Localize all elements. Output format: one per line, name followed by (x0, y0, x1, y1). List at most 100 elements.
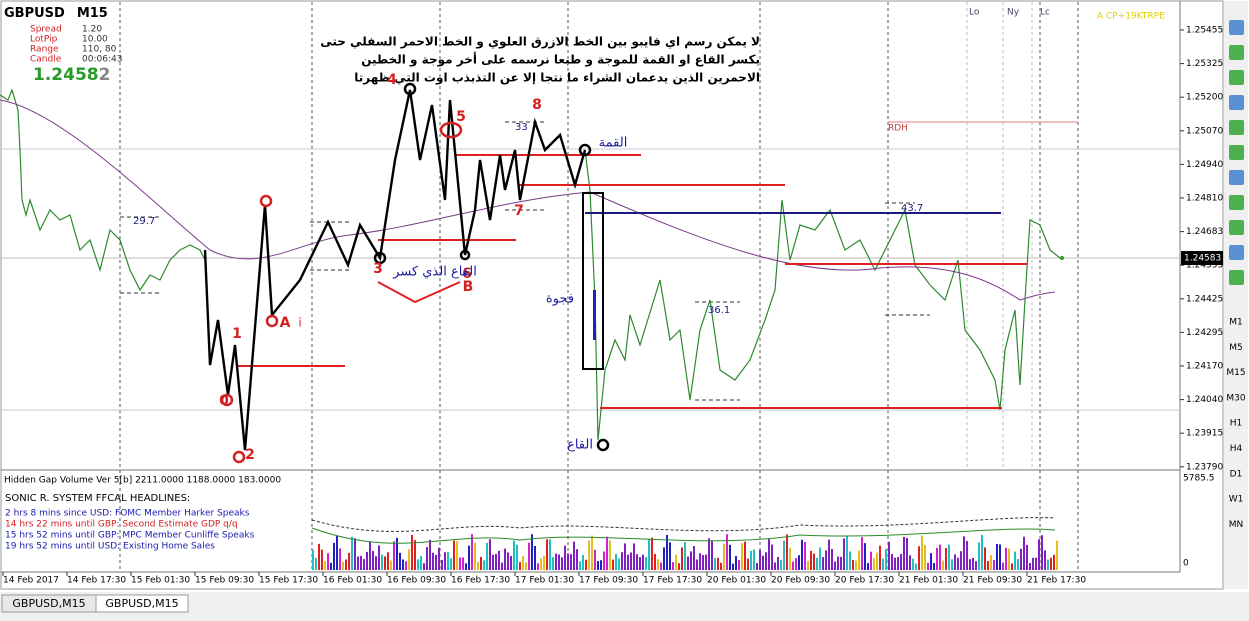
volume-bar (657, 559, 659, 570)
toolbar-icon[interactable] (1229, 45, 1244, 60)
annotation-line: لا يمكن رسم اي فايبو بين الخط الازرق الع… (320, 35, 760, 50)
timeframe-button[interactable]: M1 (1229, 318, 1243, 328)
volume-bar (762, 555, 764, 570)
volume-bar (813, 553, 815, 570)
timeframe-button[interactable]: M15 (1226, 368, 1245, 378)
toolbar-icon[interactable] (1229, 220, 1244, 235)
volume-bar (909, 555, 911, 570)
time-tick-label: 20 Feb 09:30 (771, 576, 830, 586)
volume-bar (837, 556, 839, 570)
level-label: 33 (515, 122, 528, 133)
volume-bar (795, 558, 797, 570)
toolbar-buttons: M1 M5 M15 M30 H1 H4 D1 W1 MN (1226, 20, 1246, 530)
price-tick-label: 1.24040 (1186, 395, 1223, 405)
volume-bar (597, 561, 599, 570)
time-tick-label: 21 Feb 09:30 (963, 576, 1022, 586)
rdh-label: RDH (888, 124, 908, 134)
toolbar-icon[interactable] (1229, 95, 1244, 110)
time-tick-label: 17 Feb 09:30 (579, 576, 638, 586)
level-markers (120, 121, 930, 401)
toolbar-icon[interactable] (1229, 20, 1244, 35)
time-tick-label: 17 Feb 01:30 (515, 576, 574, 586)
tab-label[interactable]: GBPUSD,M15 (12, 597, 85, 610)
time-tick-label: 17 Feb 17:30 (643, 576, 702, 586)
timeframe-button[interactable]: M30 (1226, 393, 1245, 403)
session-lines (119, 2, 1079, 570)
volume-bar (525, 562, 527, 570)
volume-bar (396, 537, 398, 570)
volume-bar (897, 556, 899, 570)
toolbar-icon[interactable] (1229, 145, 1244, 160)
timeframe-button[interactable]: W1 (1229, 495, 1244, 505)
volume-bar (450, 558, 452, 570)
tab-label[interactable]: GBPUSD,M15 (105, 597, 178, 610)
volume-bar (510, 556, 512, 570)
broken-bottom-label: القاع الذي كسر (392, 265, 477, 280)
volume-bar (357, 556, 359, 570)
headlines: SONIC R. SYSTEM FFCAL HEADLINES: 2 hrs 8 … (5, 493, 255, 552)
timeframe-button[interactable]: M5 (1229, 343, 1243, 353)
price-tick-label: 1.24810 (1186, 194, 1223, 204)
toolbar-icon[interactable] (1229, 270, 1244, 285)
volume-bar (459, 557, 461, 570)
volume-bar (990, 555, 992, 570)
volume-bar (480, 556, 482, 570)
volume-bar (843, 538, 845, 570)
volume-bar (864, 543, 866, 570)
time-tick-label: 15 Feb 17:30 (259, 576, 318, 586)
timeframe-button[interactable]: MN (1229, 520, 1244, 530)
wave-number: 2 (245, 447, 255, 463)
volume-bar (660, 562, 662, 570)
volume-bar (432, 552, 434, 570)
volume-bar (465, 563, 467, 570)
timeframe-button[interactable]: D1 (1230, 469, 1243, 479)
volume-bar (1041, 535, 1043, 570)
volume-bar (504, 548, 506, 570)
volume-bar (792, 561, 794, 570)
tab[interactable] (95, 594, 189, 613)
timeframe: M15 (77, 6, 108, 21)
volume-bar (717, 557, 719, 570)
volume-bar (648, 538, 650, 570)
wave-number: 5 (456, 109, 466, 125)
info-label: LotPip (30, 35, 58, 45)
volume-bar (678, 563, 680, 570)
volume-bar (768, 538, 770, 570)
volume-bar (321, 549, 323, 570)
price-tick-label: 1.24553 (1186, 261, 1223, 271)
point-label: A (280, 315, 291, 331)
volume-bar (546, 539, 548, 570)
volume-bar (876, 552, 878, 570)
timeframe-button[interactable]: H4 (1230, 444, 1243, 454)
wave-number: 7 (514, 203, 524, 219)
volume-bar (402, 559, 404, 570)
volume-bar (975, 561, 977, 570)
volume-bar (390, 560, 392, 570)
timeframe-button[interactable]: H1 (1230, 419, 1243, 429)
info-value: 110, 80 (82, 45, 117, 55)
wave-number: 0 (219, 393, 229, 409)
indicator-max: 5785.5 (1183, 474, 1215, 484)
wave-number: 3 (373, 261, 383, 277)
volume-bar (330, 562, 332, 570)
volume-bar (984, 547, 986, 570)
volume-bar (315, 557, 317, 570)
volume-bar (375, 556, 377, 570)
price-tick-label: 1.24683 (1186, 227, 1223, 237)
volume-bar (444, 552, 446, 570)
volume-bar (993, 559, 995, 570)
point-label: B (463, 279, 474, 295)
toolbar-icon[interactable] (1229, 245, 1244, 260)
volume-bar (336, 535, 338, 570)
volume-bar (531, 534, 533, 570)
volume-bar (870, 551, 872, 570)
volume-bar (543, 555, 545, 570)
toolbar-icon[interactable] (1229, 195, 1244, 210)
volume-band (311, 517, 1056, 532)
toolbar-icon[interactable] (1229, 120, 1244, 135)
volume-bar (507, 552, 509, 570)
price: 1.2458 (33, 65, 99, 85)
volume-bar (537, 563, 539, 570)
toolbar-icon[interactable] (1229, 70, 1244, 85)
toolbar-icon[interactable] (1229, 170, 1244, 185)
